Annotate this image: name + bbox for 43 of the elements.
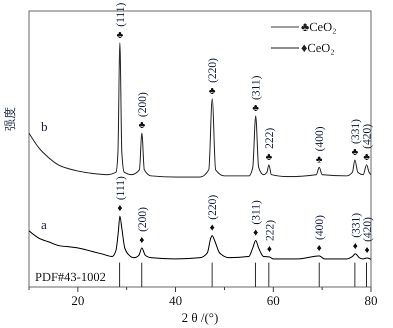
annotation: (311) [250, 200, 263, 225]
annotation: b [41, 119, 48, 134]
annotation: 222) [264, 220, 276, 241]
legend-label: ♣CeO₂ [301, 20, 336, 34]
annotation: (311) [250, 75, 263, 100]
annotation: ♣ [352, 146, 359, 158]
annotation: ♦ [253, 228, 258, 239]
annotation: ♦ [117, 203, 122, 214]
annotation: ♣ [363, 152, 370, 163]
annotation: (200) [136, 206, 149, 232]
x-tick-label: 80 [364, 293, 378, 308]
annotation: (220) [207, 58, 220, 83]
annotation: a [41, 216, 47, 232]
annotation: ♣ [266, 152, 273, 163]
annotation: ♦ [316, 242, 322, 254]
annotation: 222) [264, 128, 276, 149]
annotation: ♦ [210, 222, 215, 234]
annotation: (400) [314, 214, 326, 240]
annotation: (111) [114, 2, 127, 27]
annotation: ♦ [139, 234, 144, 246]
annotation: ♣ [252, 103, 260, 114]
annotation: ♣ [138, 120, 146, 132]
x-tick-label: 40 [169, 293, 182, 308]
annotation: (200) [136, 92, 149, 118]
annotation: ♦ [364, 244, 370, 256]
x-axis-title: 2 θ /(°) [182, 310, 218, 325]
annotation: (220) [207, 194, 220, 220]
y-axis-title: 强度 [3, 107, 17, 131]
annotation: (420) [362, 124, 374, 149]
annotation: ♣ [116, 30, 124, 41]
annotation: ♦ [352, 240, 358, 252]
annotation: (400) [314, 126, 326, 152]
annotation: (111) [114, 176, 127, 200]
annotation: ♣ [208, 86, 216, 97]
x-tick-label: 20 [71, 293, 84, 308]
series-label: PDF#43-1002 [35, 270, 106, 284]
annotation: ♣ [316, 154, 323, 166]
x-tick-label: 60 [266, 293, 280, 308]
annotation: (331) [350, 212, 362, 238]
annotation: (331) [350, 118, 362, 144]
legend-label: ♦CeO₂ [301, 41, 335, 55]
annotation: ♦ [266, 244, 272, 255]
annotation: (420) [362, 216, 374, 242]
